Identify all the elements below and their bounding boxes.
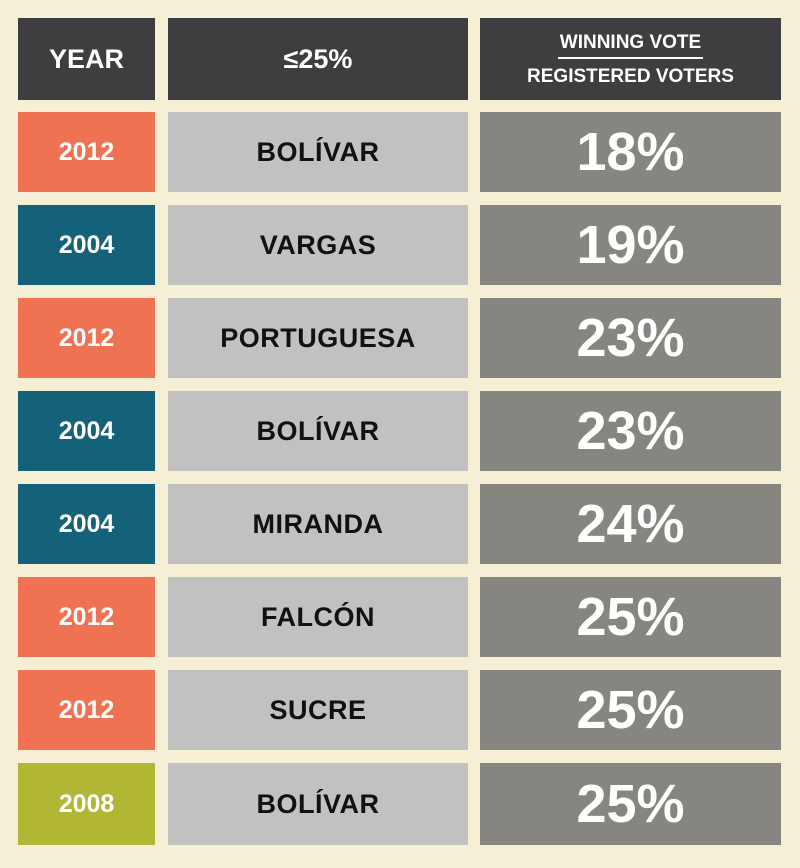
percent-cell: 24%: [480, 484, 781, 564]
state-cell: PORTUGUESA: [168, 298, 468, 378]
header-threshold: ≤25%: [168, 18, 468, 100]
header-numerator: WINNING VOTE: [557, 33, 704, 59]
state-cell: FALCÓN: [168, 577, 468, 657]
header-denominator: REGISTERED VOTERS: [527, 65, 734, 87]
year-cell: 2008: [18, 763, 155, 845]
year-cell: 2012: [18, 577, 155, 657]
state-cell: MIRANDA: [168, 484, 468, 564]
percent-cell: 23%: [480, 391, 781, 471]
state-cell: BOLÍVAR: [168, 112, 468, 192]
year-cell: 2012: [18, 112, 155, 192]
state-cell: BOLÍVAR: [168, 763, 468, 845]
percent-cell: 25%: [480, 763, 781, 845]
percent-cell: 18%: [480, 112, 781, 192]
percent-cell: 19%: [480, 205, 781, 285]
year-cell: 2004: [18, 205, 155, 285]
year-cell: 2004: [18, 391, 155, 471]
header-year: YEAR: [18, 18, 155, 100]
percent-cell: 23%: [480, 298, 781, 378]
year-cell: 2004: [18, 484, 155, 564]
year-cell: 2012: [18, 298, 155, 378]
state-cell: SUCRE: [168, 670, 468, 750]
percent-cell: 25%: [480, 577, 781, 657]
header-ratio: WINNING VOTE REGISTERED VOTERS: [480, 18, 781, 100]
year-cell: 2012: [18, 670, 155, 750]
state-cell: VARGAS: [168, 205, 468, 285]
percent-cell: 25%: [480, 670, 781, 750]
state-cell: BOLÍVAR: [168, 391, 468, 471]
